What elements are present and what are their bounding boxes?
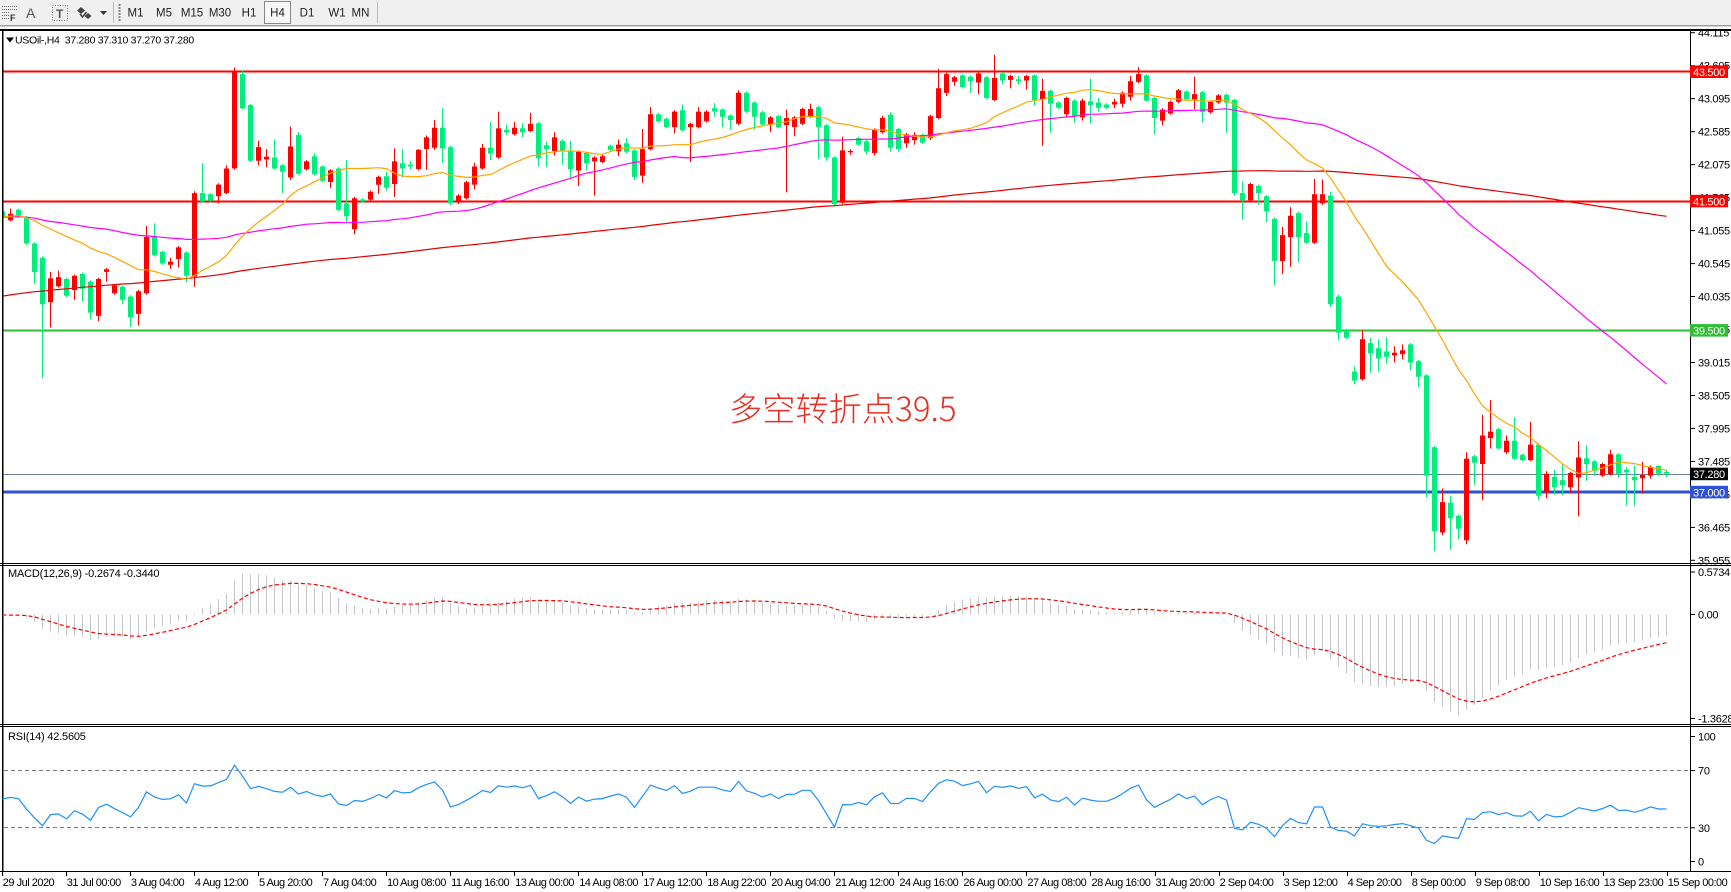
svg-text:4 Sep 20:00: 4 Sep 20:00 — [1348, 877, 1402, 889]
svg-text:43.095: 43.095 — [1698, 94, 1730, 106]
svg-text:31 Aug 20:00: 31 Aug 20:00 — [1156, 877, 1215, 889]
svg-text:14 Aug 08:00: 14 Aug 08:00 — [579, 877, 638, 889]
svg-text:20 Aug 04:00: 20 Aug 04:00 — [771, 877, 830, 889]
svg-text:15 Sep 00:00: 15 Sep 00:00 — [1668, 877, 1728, 889]
svg-text:0: 0 — [1698, 857, 1704, 869]
svg-text:9 Sep 08:00: 9 Sep 08:00 — [1476, 877, 1530, 889]
svg-text:37.995: 37.995 — [1698, 423, 1730, 435]
svg-text:H1: H1 — [242, 8, 257, 20]
svg-text:D1: D1 — [300, 8, 315, 20]
svg-text:24 Aug 16:00: 24 Aug 16:00 — [899, 877, 958, 889]
svg-text:37.280: 37.280 — [1693, 469, 1725, 481]
svg-text:M1: M1 — [128, 8, 144, 20]
svg-text:11 Aug 16:00: 11 Aug 16:00 — [451, 877, 509, 889]
svg-text:2 Sep 04:00: 2 Sep 04:00 — [1220, 877, 1274, 889]
svg-text:30: 30 — [1698, 823, 1710, 835]
svg-text:36.465: 36.465 — [1698, 522, 1730, 534]
svg-text:29 Jul 2020: 29 Jul 2020 — [3, 877, 55, 889]
svg-text:21 Aug 12:00: 21 Aug 12:00 — [835, 877, 894, 889]
svg-text:0.00: 0.00 — [1698, 610, 1718, 622]
svg-text:43.500: 43.500 — [1693, 67, 1725, 79]
svg-text:3 Sep 12:00: 3 Sep 12:00 — [1284, 877, 1338, 889]
svg-text:0.5734: 0.5734 — [1698, 567, 1730, 579]
svg-text:27 Aug 08:00: 27 Aug 08:00 — [1027, 877, 1086, 889]
svg-text:13 Aug 00:00: 13 Aug 00:00 — [515, 877, 574, 889]
svg-text:35.955: 35.955 — [1698, 555, 1730, 567]
svg-text:A: A — [26, 5, 36, 21]
svg-text:100: 100 — [1698, 732, 1716, 744]
svg-text:70: 70 — [1698, 766, 1710, 778]
svg-text:38.505: 38.505 — [1698, 391, 1730, 403]
svg-text:37.000: 37.000 — [1693, 487, 1725, 499]
svg-text:17 Aug 12:00: 17 Aug 12:00 — [643, 877, 702, 889]
svg-text:-1.3628: -1.3628 — [1698, 714, 1731, 726]
svg-text:5 Aug 20:00: 5 Aug 20:00 — [259, 877, 313, 889]
svg-text:41.500: 41.500 — [1693, 196, 1725, 208]
svg-text:39.015: 39.015 — [1698, 358, 1730, 370]
svg-text:MN: MN — [352, 8, 370, 20]
svg-text:31 Jul 00:00: 31 Jul 00:00 — [67, 877, 121, 889]
svg-text:MACD(12,26,9) -0.2674 -0.3440: MACD(12,26,9) -0.2674 -0.3440 — [8, 568, 159, 580]
svg-text:39.500: 39.500 — [1693, 326, 1725, 338]
svg-text:M5: M5 — [156, 8, 172, 20]
svg-text:USOil-,H4 37.280 37.310 37.27: USOil-,H4 37.280 37.310 37.270 37.280 — [15, 35, 194, 47]
svg-text:13 Sep 23:00: 13 Sep 23:00 — [1604, 877, 1664, 889]
svg-text:7 Aug 04:00: 7 Aug 04:00 — [323, 877, 377, 889]
svg-text:10 Sep 16:00: 10 Sep 16:00 — [1540, 877, 1600, 889]
svg-text:37.485: 37.485 — [1698, 456, 1730, 468]
svg-text:3 Aug 04:00: 3 Aug 04:00 — [131, 877, 185, 889]
svg-text:40.035: 40.035 — [1698, 292, 1730, 304]
svg-text:F: F — [10, 13, 16, 23]
svg-text:41.055: 41.055 — [1698, 226, 1730, 238]
svg-text:40.545: 40.545 — [1698, 259, 1730, 271]
svg-text:T: T — [56, 7, 64, 21]
svg-text:RSI(14) 42.5605: RSI(14) 42.5605 — [8, 731, 86, 743]
svg-text:8 Sep 00:00: 8 Sep 00:00 — [1412, 877, 1466, 889]
svg-text:42.075: 42.075 — [1698, 160, 1730, 172]
svg-text:10 Aug 08:00: 10 Aug 08:00 — [387, 877, 446, 889]
svg-text:M15: M15 — [181, 8, 203, 20]
svg-text:H4: H4 — [270, 8, 285, 20]
svg-text:4 Aug 12:00: 4 Aug 12:00 — [195, 877, 249, 889]
svg-text:42.585: 42.585 — [1698, 127, 1730, 139]
svg-text:18 Aug 22:00: 18 Aug 22:00 — [707, 877, 766, 889]
svg-text:W1: W1 — [328, 8, 345, 20]
svg-text:28 Aug 16:00: 28 Aug 16:00 — [1092, 877, 1151, 889]
svg-text:M30: M30 — [209, 8, 231, 20]
svg-text:26 Aug 00:00: 26 Aug 00:00 — [963, 877, 1022, 889]
svg-text:44.115: 44.115 — [1698, 28, 1729, 40]
